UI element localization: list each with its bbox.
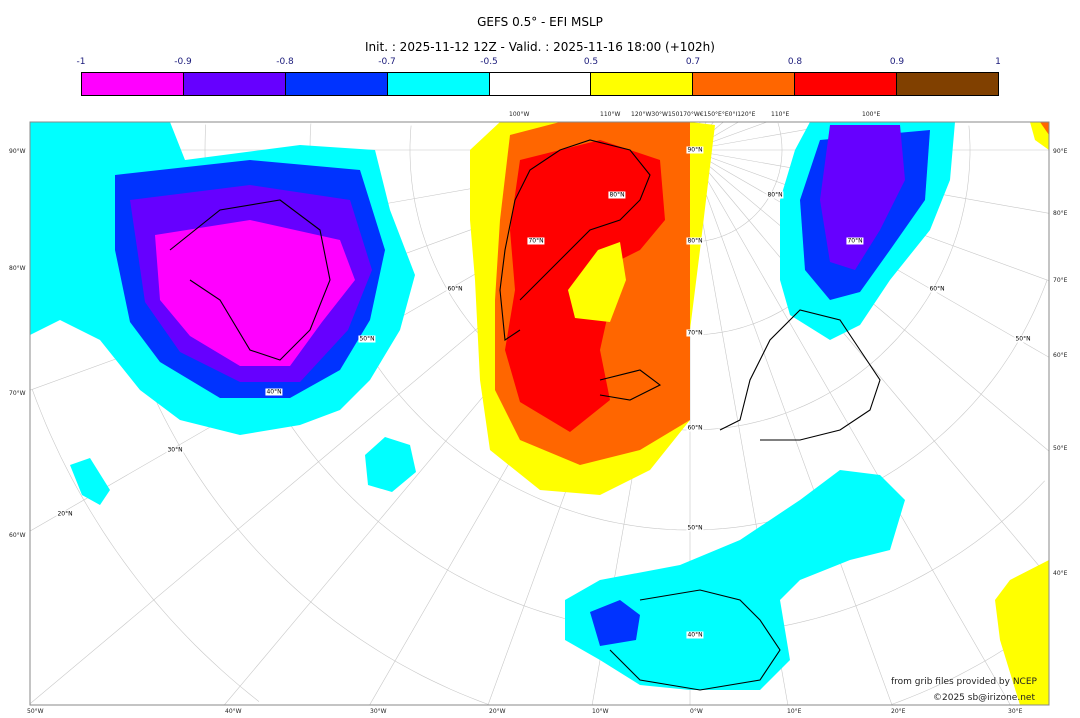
cyan-region (565, 470, 905, 690)
axis-label-left: 60°W (9, 532, 26, 539)
meridian-line (689, 149, 893, 705)
colorbar-tick: -0.8 (276, 57, 294, 67)
meridian-line (689, 149, 1011, 705)
axis-label-top: 120°W30°W150170°W€150°E°E0°I120°E (631, 111, 756, 118)
colorbar-swatch (285, 73, 388, 95)
parallel-circle (31, 389, 260, 702)
colorbar-tick: -0.9 (174, 57, 192, 67)
coastline (169, 199, 331, 361)
axis-label-bottom: 0°W (690, 708, 703, 715)
magenta-region (155, 220, 355, 366)
coastline (599, 369, 662, 401)
axis-label-right: 60°E (1053, 352, 1068, 359)
parallel-circle (690, 125, 971, 431)
colorbar-swatch (795, 73, 898, 95)
colorbar-swatch (183, 73, 286, 95)
coastline (719, 309, 881, 441)
coastline (499, 139, 651, 341)
colorbar-swatch (489, 73, 592, 95)
colorbar-tick: 0.5 (583, 57, 599, 67)
grid-label: 70°N (846, 237, 864, 245)
axis-label-bottom: 20°E (891, 708, 906, 715)
grid-label: 90°N (686, 146, 704, 154)
axis-label-top: 100°W (509, 111, 530, 118)
grid-label: 60°N (686, 424, 704, 432)
blue-region (590, 600, 640, 646)
grid-label: 50°N (358, 335, 376, 343)
map-frame (29, 121, 1050, 706)
axis-label-bottom: 50°W (27, 708, 44, 715)
colorbar (81, 72, 999, 96)
axis-label-bottom: 10°W (592, 708, 609, 715)
cyan-region (70, 458, 110, 505)
coastline (609, 589, 781, 691)
purple-region (820, 125, 905, 270)
yellow-region (995, 560, 1049, 705)
copyright-credit: ©2025 sb@irizone.net (933, 693, 1035, 703)
grid-label: 80°N (766, 191, 784, 199)
axis-label-left: 80°W (9, 265, 26, 272)
parallel-circle (690, 123, 783, 243)
grid-label: 40°N (686, 631, 704, 639)
axis-label-bottom: 40°W (225, 708, 242, 715)
axis-label-left: 70°W (9, 390, 26, 397)
colorbar-tick: -0.7 (378, 57, 396, 67)
colorbar-swatch (897, 73, 999, 95)
orange-region (1040, 122, 1049, 135)
coastlines (169, 139, 881, 691)
grid-label: 60°N (446, 285, 464, 293)
grid-label: 70°N (527, 237, 545, 245)
grid-label: 30°N (166, 446, 184, 454)
axis-label-right: 80°E (1053, 210, 1068, 217)
axis-label-right: 40°E (1053, 570, 1068, 577)
axis-label-top: 110°W (600, 111, 621, 118)
efi-fields (30, 122, 1049, 705)
grid-label: 40°N (265, 388, 283, 396)
data-source-credit: from grib files provided by NCEP (891, 677, 1037, 687)
grid-label: 20°N (56, 510, 74, 518)
colorbar-swatch (693, 73, 796, 95)
colorbar-tick: 0.9 (889, 57, 905, 67)
colorbar-tick: 1 (995, 57, 1001, 67)
grid-label: 70°N (686, 329, 704, 337)
axis-label-left: 90°W (9, 148, 26, 155)
axis-label-right: 90°E (1053, 148, 1068, 155)
grid-label: 50°N (686, 524, 704, 532)
chart-title: GEFS 0.5° - EFI MSLP (477, 15, 603, 29)
axis-label-top: 110°E (771, 111, 790, 118)
axis-label-bottom: 20°W (489, 708, 506, 715)
yellow-region (1030, 122, 1049, 150)
colorbar-swatch (591, 73, 694, 95)
colorbar-tick: -1 (76, 57, 86, 67)
axis-label-right: 50°E (1053, 445, 1068, 452)
axis-label-bottom: 30°E (1008, 708, 1023, 715)
colorbar-swatch (387, 73, 490, 95)
grid-label: 60°N (928, 285, 946, 293)
grid-label: 80°N (608, 191, 626, 199)
colorbar-tick: 0.8 (787, 57, 803, 67)
axis-label-bottom: 30°W (370, 708, 387, 715)
cyan-region (365, 437, 416, 492)
colorbar-swatch (82, 73, 184, 95)
yellow-region (568, 242, 626, 322)
grid-label: 80°N (686, 237, 704, 245)
grid-label: 50°N (1014, 335, 1032, 343)
colorbar-tick: -0.5 (480, 57, 498, 67)
chart-subtitle: Init. : 2025-11-12 12Z - Valid. : 2025-1… (365, 40, 715, 54)
axis-label-bottom: 10°E (787, 708, 802, 715)
colorbar-tick: 0.7 (685, 57, 701, 67)
axis-label-top: 100°E (862, 111, 881, 118)
axis-label-right: 70°E (1053, 277, 1068, 284)
